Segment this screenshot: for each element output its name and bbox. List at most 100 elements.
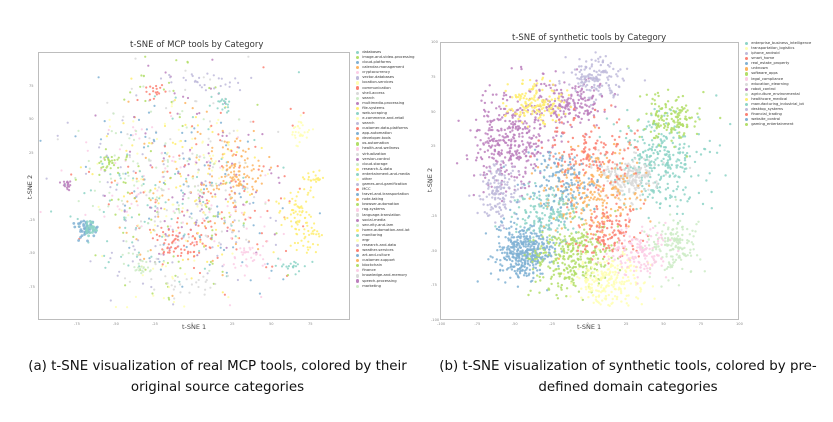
scatter-point xyxy=(242,213,245,216)
scatter-point xyxy=(535,136,538,139)
scatter-point xyxy=(527,159,530,162)
scatter-point xyxy=(97,205,100,208)
scatter-point xyxy=(472,193,475,197)
scatter-point xyxy=(204,204,207,207)
scatter-point xyxy=(486,149,490,152)
scatter-point xyxy=(578,94,581,97)
scatter-point xyxy=(631,170,635,173)
scatter-point xyxy=(224,102,227,105)
scatter-point xyxy=(190,283,193,286)
scatter-point xyxy=(649,154,652,158)
scatter-point xyxy=(615,165,618,168)
scatter-point xyxy=(521,255,524,258)
scatter-point xyxy=(572,118,575,122)
scatter-point xyxy=(534,242,537,246)
scatter-point xyxy=(535,91,538,94)
scatter-point xyxy=(635,207,638,211)
scatter-point xyxy=(528,136,531,139)
scatter-point xyxy=(639,269,643,273)
scatter-point xyxy=(207,137,210,140)
scatter-point xyxy=(235,241,238,244)
scatter-point xyxy=(554,257,557,261)
scatter-point xyxy=(613,229,616,232)
scatter-point xyxy=(641,239,645,242)
scatter-point xyxy=(649,130,653,133)
scatter-point xyxy=(618,286,621,289)
scatter-point xyxy=(307,172,310,175)
scatter-point xyxy=(701,202,705,206)
scatter-point xyxy=(295,144,298,147)
scatter-point xyxy=(558,107,562,110)
scatter-point xyxy=(210,150,213,153)
scatter-point xyxy=(531,106,534,109)
scatter-point xyxy=(302,232,305,235)
legend-label: ergr xyxy=(362,237,370,242)
scatter-point xyxy=(296,205,299,208)
scatter-point xyxy=(88,167,91,170)
scatter-point xyxy=(191,116,194,119)
scatter-point xyxy=(522,229,525,233)
scatter-point xyxy=(221,103,224,106)
legend-label: knowledge-and-memory xyxy=(362,273,408,278)
scatter-point xyxy=(532,224,536,227)
scatter-point xyxy=(573,68,577,71)
scatter-point xyxy=(523,114,526,117)
scatter-point xyxy=(174,274,177,277)
scatter-point xyxy=(171,196,174,199)
scatter-point xyxy=(210,225,213,228)
scatter-point xyxy=(209,286,212,289)
scatter-point xyxy=(599,261,602,264)
scatter-point xyxy=(198,196,201,199)
scatter-point xyxy=(199,201,202,204)
scatter-point xyxy=(171,159,174,162)
scatter-point xyxy=(653,261,656,264)
scatter-point xyxy=(266,172,269,175)
scatter-point xyxy=(599,286,603,289)
scatter-point xyxy=(488,139,492,142)
scatter-point xyxy=(202,275,205,278)
legend-label: app-automation xyxy=(362,131,392,136)
scatter-point xyxy=(667,226,670,229)
scatter-point xyxy=(499,163,502,166)
scatter-point xyxy=(476,144,479,147)
scatter-point xyxy=(703,270,706,273)
scatter-point xyxy=(600,272,604,275)
scatter-point xyxy=(227,173,230,176)
scatter-point xyxy=(593,102,596,106)
scatter-point xyxy=(515,227,518,231)
scatter-point xyxy=(63,182,66,185)
scatter-point xyxy=(582,168,585,171)
scatter-point xyxy=(569,97,572,100)
scatter-point xyxy=(135,268,138,271)
scatter-point xyxy=(619,260,622,263)
scatter-point xyxy=(553,97,557,101)
scatter-point xyxy=(108,118,111,121)
scatter-point xyxy=(232,176,235,179)
scatter-point xyxy=(644,168,647,172)
scatter-point xyxy=(295,248,298,252)
scatter-point xyxy=(663,114,666,117)
scatter-point xyxy=(549,277,553,280)
scatter-point xyxy=(680,248,684,251)
scatter-point xyxy=(551,104,554,108)
scatter-point xyxy=(633,165,636,168)
scatter-point xyxy=(499,107,502,111)
scatter-point xyxy=(177,172,180,175)
scatter-point xyxy=(176,112,179,115)
scatter-point xyxy=(580,102,583,105)
scatter-point xyxy=(190,146,193,149)
legend-entry: research-and-data xyxy=(356,243,415,248)
scatter-point xyxy=(523,235,526,238)
scatter-point xyxy=(689,248,692,251)
scatter-point xyxy=(596,220,600,224)
scatter-point xyxy=(636,282,639,285)
scatter-point xyxy=(614,185,617,188)
scatter-point xyxy=(627,170,630,173)
scatter-point xyxy=(139,267,142,270)
scatter-point xyxy=(238,89,242,92)
scatter-point xyxy=(664,102,667,106)
scatter-point xyxy=(228,304,232,307)
scatter-point xyxy=(643,79,647,82)
scatter-point xyxy=(486,140,489,143)
scatter-point xyxy=(547,287,550,290)
